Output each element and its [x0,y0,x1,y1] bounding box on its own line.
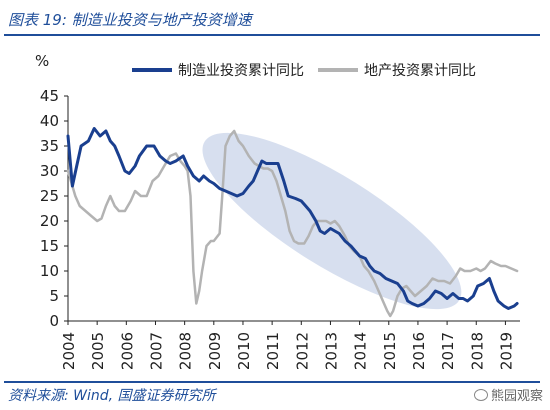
x-tick-label: 2016 [410,332,428,370]
series-line-0 [66,127,519,310]
x-tick-label: 2017 [439,332,457,370]
watermark: 熊园观察 [474,385,543,404]
x-tick-label: 2012 [293,332,311,370]
x-tick-label: 2018 [468,332,486,370]
x-tick-label: 2019 [497,332,515,370]
x-tick-label: 2007 [147,332,165,370]
y-tick-label: 5 [49,287,59,305]
y-tick-label: 40 [40,112,59,130]
x-tick-label: 2014 [352,332,370,370]
x-tick-label: 2013 [322,332,340,370]
series-line-1 [66,129,519,318]
figure-header: 图表 19: 制造业投资与地产投资增速 [0,0,550,34]
y-tick-label: 45 [40,87,59,105]
y-tick-label: 15 [40,237,59,255]
trend-highlight-ellipse [202,132,462,310]
y-tick-label: 35 [40,137,59,155]
x-tick-label: 2006 [118,332,136,370]
y-tick-label: 25 [40,187,59,205]
x-tick-label: 2011 [264,332,282,370]
x-tick-label: 2008 [177,332,195,370]
y-tick-label: 10 [40,262,59,280]
footer-rule [4,381,540,383]
y-tick-label: 0 [49,312,59,330]
x-tick-label: 2004 [60,332,78,370]
source-note: 资料来源: Wind, 国盛证券研究所 [8,388,216,404]
x-tick-label: 2009 [206,332,224,370]
x-tick-label: 2005 [89,332,107,370]
watermark-text: 熊园观察 [491,389,544,404]
header-rule [4,34,540,36]
legend-label-0: 制造业投资累计同比 [178,63,304,79]
y-tick-label: 20 [40,212,59,230]
legend-label-1: 地产投资累计同比 [364,63,476,79]
wechat-icon [474,388,488,401]
figure-title: 图表 19: 制造业投资与地产投资增速 [8,11,252,29]
y-tick-label: 30 [40,162,59,180]
y-axis-unit: % [35,52,49,70]
x-tick-label: 2015 [381,332,399,370]
x-tick-label: 2010 [235,332,253,370]
line-chart: 0 5 10 15 20 25 30 35 40 45% 2004 2005 2006 2007 2008 2… [35,52,520,370]
